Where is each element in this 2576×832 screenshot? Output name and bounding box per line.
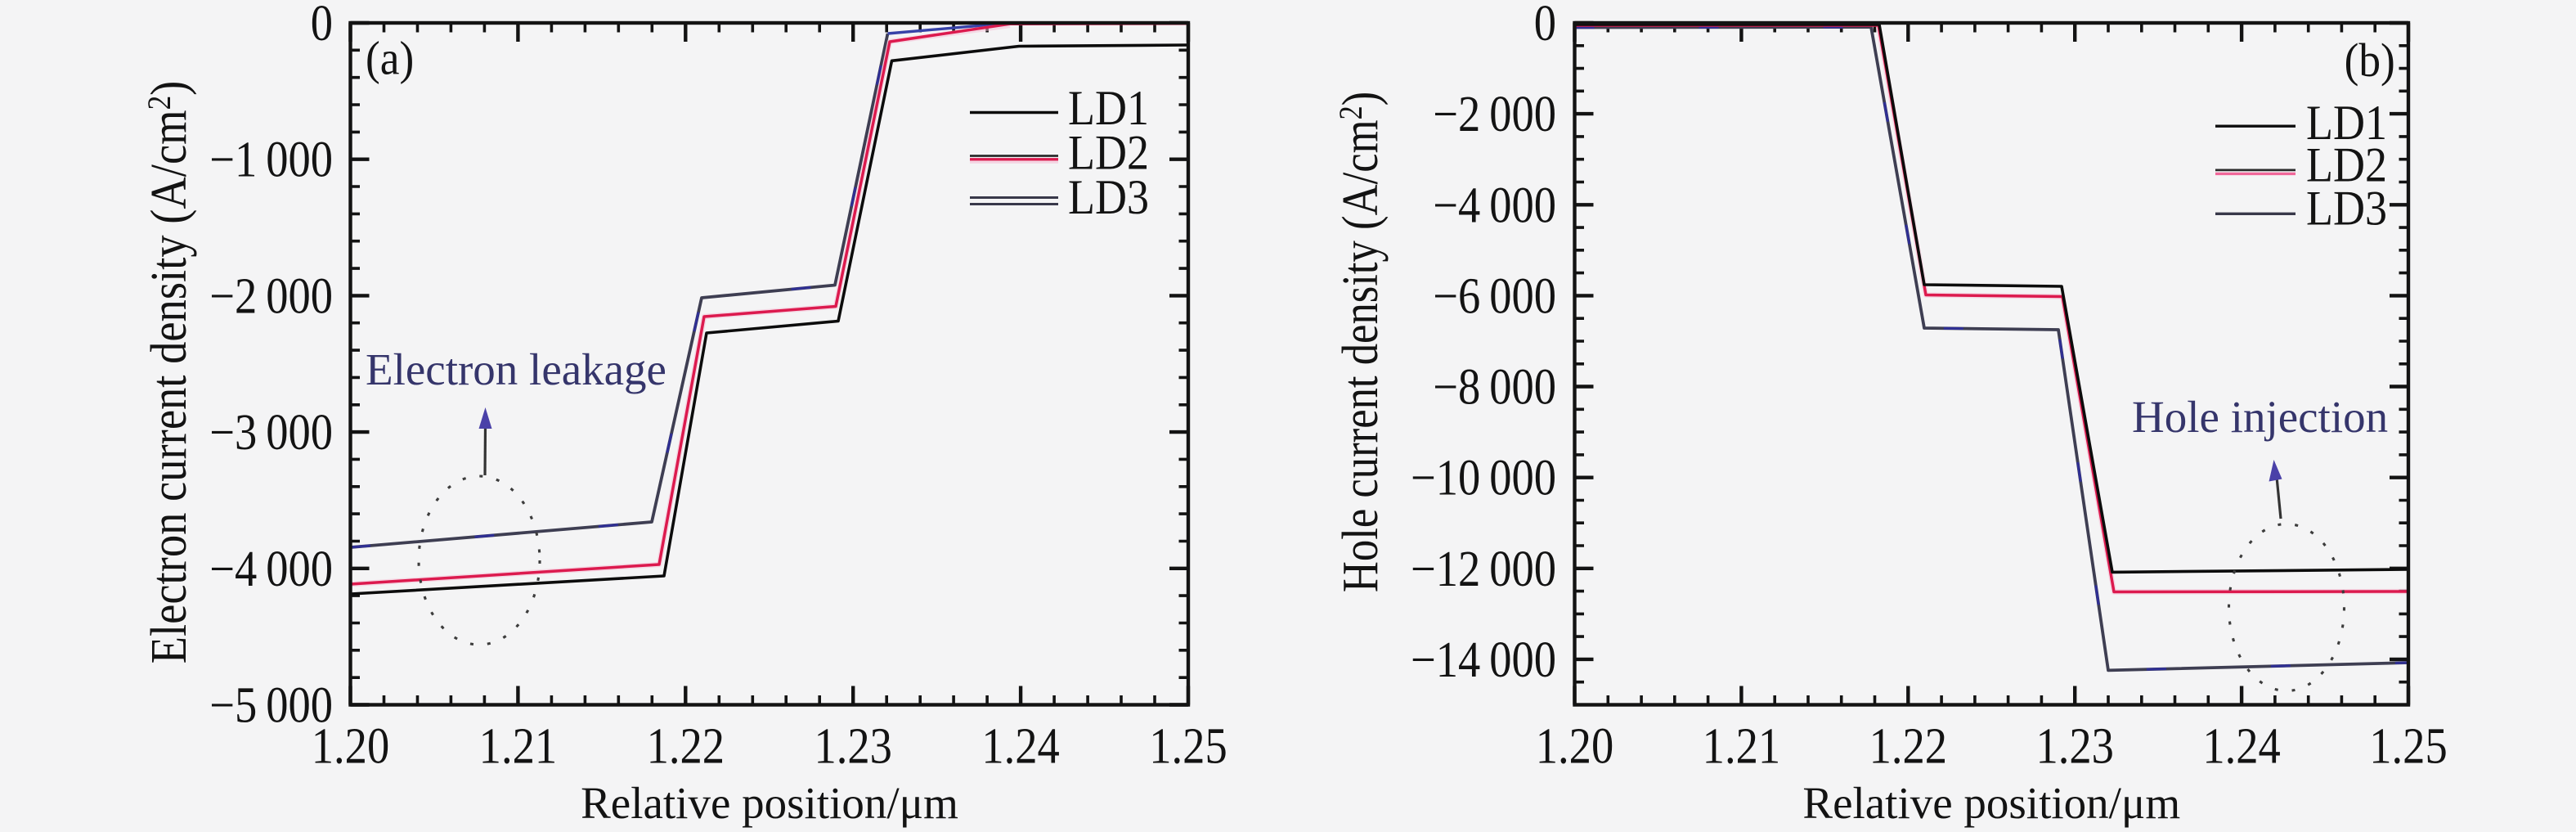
svg-text:LD3: LD3 [2306,182,2387,236]
svg-text:LD2: LD2 [1068,126,1149,180]
svg-text:Electron leakage: Electron leakage [366,344,666,394]
svg-text:Hole current density (A/cm2): Hole current density (A/cm2) [1333,92,1389,592]
svg-text:(a): (a) [366,33,414,86]
svg-text:1.21: 1.21 [479,717,557,774]
svg-text:Hole injection: Hole injection [2132,392,2388,442]
svg-text:1.24: 1.24 [2202,717,2280,774]
svg-text:−12 000: −12 000 [1411,541,1556,597]
svg-text:−8 000: −8 000 [1433,358,1556,415]
svg-text:1.23: 1.23 [2035,717,2113,774]
svg-text:LD1: LD1 [1068,81,1149,135]
svg-text:1.24: 1.24 [981,717,1059,774]
svg-text:1.25: 1.25 [2369,717,2447,774]
svg-text:−4 000: −4 000 [1433,177,1556,233]
svg-text:−5 000: −5 000 [209,677,333,733]
svg-text:0: 0 [1534,0,1556,52]
svg-text:1.21: 1.21 [1703,717,1780,774]
svg-text:1.23: 1.23 [814,717,891,774]
svg-text:−6 000: −6 000 [1433,268,1556,324]
svg-text:1.25: 1.25 [1149,717,1227,774]
svg-text:Relative position/μm: Relative position/μm [1802,778,2180,828]
svg-text:−2 000: −2 000 [1433,86,1556,142]
svg-text:(b): (b) [2345,34,2395,88]
svg-text:Electron current density (A/cm: Electron current density (A/cm2) [141,81,197,664]
svg-text:0: 0 [311,0,333,52]
svg-text:−14 000: −14 000 [1411,632,1556,688]
svg-text:−1 000: −1 000 [209,131,333,187]
svg-text:1.20: 1.20 [1536,717,1613,774]
svg-text:−2 000: −2 000 [209,268,333,324]
svg-text:Relative position/μm: Relative position/μm [581,778,958,828]
svg-text:LD3: LD3 [1068,170,1149,224]
svg-text:1.22: 1.22 [1869,717,1947,774]
svg-text:−3 000: −3 000 [209,404,333,461]
svg-text:LD1: LD1 [2306,96,2387,150]
svg-text:1.22: 1.22 [647,717,725,774]
svg-text:−4 000: −4 000 [209,541,333,597]
svg-text:LD2: LD2 [2306,138,2387,192]
svg-text:−10 000: −10 000 [1411,449,1556,506]
svg-text:1.20: 1.20 [312,717,389,774]
